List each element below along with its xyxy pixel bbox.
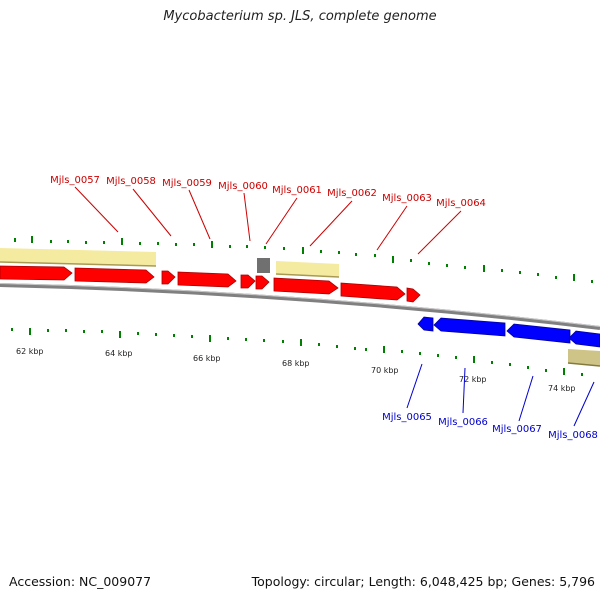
kbp-label-62: 62 kbp [16, 347, 44, 356]
feature-block [0, 248, 156, 266]
gene-label-Mjls_0067[interactable]: Mjls_0067 [492, 424, 542, 435]
gene-label-Mjls_0058[interactable]: Mjls_0058 [106, 176, 156, 187]
gene-arrow-rev-b[interactable] [433, 317, 506, 337]
other-features [0, 248, 600, 367]
gene-label-Mjls_0063[interactable]: Mjls_0063 [382, 193, 432, 204]
forward-gene-labels [74, 186, 462, 255]
gene-arrow-fwd-g[interactable] [273, 277, 339, 295]
pseudo-gene-block[interactable] [257, 258, 270, 273]
gene-arrow-fwd-b[interactable] [74, 267, 155, 284]
kbp-scale-labels: 62 kbp 64 kbp 66 kbp 68 kbp 70 kbp 72 kb… [16, 347, 576, 393]
forward-gene-label-texts: Mjls_0057 Mjls_0058 Mjls_0059 Mjls_0060 … [50, 175, 486, 209]
gene-label-Mjls_0061[interactable]: Mjls_0061 [272, 185, 322, 196]
reverse-gene-labels [406, 363, 595, 427]
kbp-label-74: 74 kbp [548, 384, 576, 393]
gene-label-Mjls_0068[interactable]: Mjls_0068 [548, 430, 598, 441]
genome-backbone [0, 283, 600, 330]
gene-label-Mjls_0065[interactable]: Mjls_0065 [382, 412, 432, 423]
kbp-label-72: 72 kbp [459, 375, 487, 384]
gene-arrow-fwd-e[interactable] [240, 274, 256, 289]
kbp-label-70: 70 kbp [371, 366, 399, 375]
kbp-label-66: 66 kbp [193, 354, 221, 363]
forward-gene-arrows [0, 265, 421, 303]
gene-label-Mjls_0064[interactable]: Mjls_0064 [436, 198, 486, 209]
gene-arrow-fwd-i[interactable] [406, 287, 421, 303]
gene-arrow-fwd-c[interactable] [161, 270, 176, 285]
gene-label-Mjls_0066[interactable]: Mjls_0066 [438, 417, 488, 428]
reverse-gene-label-texts: Mjls_0065 Mjls_0066 Mjls_0067 Mjls_0068 [382, 412, 598, 441]
gene-label-Mjls_0059[interactable]: Mjls_0059 [162, 178, 212, 189]
gene-arrow-fwd-h[interactable] [340, 282, 406, 301]
gene-arrow-rev-d[interactable] [568, 330, 600, 348]
gene-arrow-fwd-d[interactable] [177, 271, 237, 288]
gene-label-Mjls_0060[interactable]: Mjls_0060 [218, 181, 268, 192]
reverse-gene-arrows [417, 316, 600, 348]
topology-text: Topology: circular; Length: 6,048,425 bp… [251, 574, 595, 589]
gene-arrow-rev-c[interactable] [506, 323, 571, 344]
gene-label-Mjls_0062[interactable]: Mjls_0062 [327, 188, 377, 199]
reverse-tick-row [11, 328, 583, 376]
feature-block [568, 349, 600, 366]
gene-arrow-fwd-a[interactable] [0, 265, 73, 281]
kbp-label-68: 68 kbp [282, 359, 310, 368]
forward-tick-row [14, 236, 593, 283]
gene-arrow-rev-a[interactable] [417, 316, 434, 332]
accession-text: Accession: NC_009077 [9, 574, 152, 589]
gene-label-Mjls_0057[interactable]: Mjls_0057 [50, 175, 100, 186]
map-title: Mycobacterium sp. JLS, complete genome [163, 9, 437, 24]
gene-arrow-fwd-f[interactable] [255, 275, 270, 290]
feature-block [276, 261, 339, 277]
kbp-label-64: 64 kbp [105, 349, 133, 358]
